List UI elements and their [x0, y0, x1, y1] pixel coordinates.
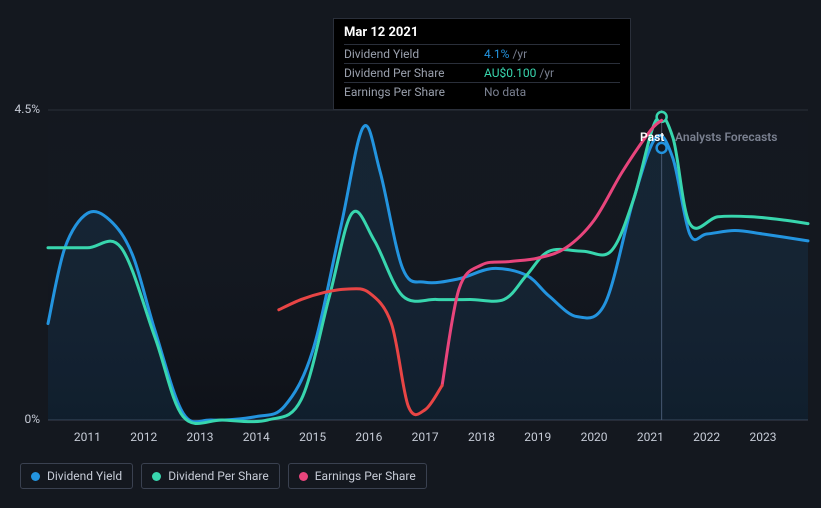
x-axis-tick-label: 2019	[524, 430, 551, 444]
past-label: Past	[640, 130, 664, 144]
hover-tooltip: Mar 12 2021 Dividend Yield4.1%/yrDividen…	[333, 18, 631, 110]
tooltip-row-value: No data	[484, 85, 526, 99]
tooltip-row-value: AU$0.100	[484, 66, 536, 80]
legend-dot	[152, 472, 161, 481]
legend-label: Earnings Per Share	[315, 469, 416, 483]
y-axis-tick-label: 0%	[0, 412, 40, 426]
tooltip-row-label: Dividend Per Share	[344, 66, 484, 80]
tooltip-row-value: 4.1%	[484, 47, 509, 61]
legend: Dividend Yield Dividend Per Share Earnings…	[20, 463, 427, 489]
x-axis-tick-label: 2013	[187, 430, 214, 444]
tooltip-row: Dividend Per ShareAU$0.100/yr	[344, 63, 620, 82]
legend-dot	[299, 472, 308, 481]
x-axis-tick-label: 2018	[468, 430, 495, 444]
x-axis-tick-label: 2016	[355, 430, 382, 444]
legend-label: Dividend Per Share	[168, 469, 269, 483]
x-axis-tick-label: 2022	[693, 430, 720, 444]
legend-item-dividend-per-share[interactable]: Dividend Per Share	[141, 463, 280, 489]
tooltip-row-label: Dividend Yield	[344, 47, 484, 61]
x-axis-tick-label: 2017	[412, 430, 439, 444]
tooltip-row-suffix: /yr	[512, 47, 527, 61]
x-axis-tick-label: 2015	[299, 430, 326, 444]
x-axis-tick-label: 2011	[74, 430, 101, 444]
x-axis-tick-label: 2014	[243, 430, 270, 444]
x-axis-tick-label: 2020	[581, 430, 608, 444]
legend-label: Dividend Yield	[47, 469, 122, 483]
legend-dot	[31, 472, 40, 481]
tooltip-row-suffix: /yr	[539, 66, 554, 80]
y-axis-tick-label: 4.5%	[0, 102, 40, 116]
future-label: Analysts Forecasts	[675, 130, 777, 144]
x-axis-tick-label: 2012	[130, 430, 157, 444]
tooltip-row: Earnings Per ShareNo data	[344, 82, 620, 101]
legend-item-earnings-per-share[interactable]: Earnings Per Share	[288, 463, 427, 489]
tooltip-date: Mar 12 2021	[344, 25, 620, 40]
tooltip-row: Dividend Yield4.1%/yr	[344, 44, 620, 63]
x-axis-tick-label: 2023	[749, 430, 776, 444]
tooltip-row-label: Earnings Per Share	[344, 85, 484, 99]
x-axis-tick-label: 2021	[637, 430, 664, 444]
legend-item-dividend-yield[interactable]: Dividend Yield	[20, 463, 133, 489]
